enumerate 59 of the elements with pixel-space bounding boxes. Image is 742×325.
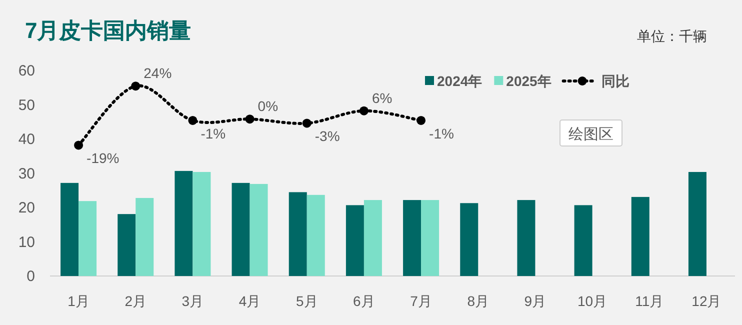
x-tick-label: 2月 bbox=[124, 293, 147, 309]
y-tick-label: 20 bbox=[18, 200, 35, 217]
point bbox=[131, 82, 140, 91]
x-tick-label: 3月 bbox=[182, 293, 204, 309]
data-label: 6% bbox=[372, 90, 392, 106]
point bbox=[359, 106, 368, 116]
bar bbox=[364, 200, 382, 276]
legend-label: 2024年 bbox=[437, 73, 482, 89]
bar bbox=[688, 172, 706, 276]
y-tick-label: 40 bbox=[18, 131, 35, 148]
bar bbox=[232, 182, 250, 276]
point bbox=[188, 116, 198, 125]
x-tick-label: 5月 bbox=[296, 293, 318, 309]
y-tick-label: 30 bbox=[18, 165, 35, 182]
x-tick-label: 10月 bbox=[578, 293, 608, 309]
bar bbox=[174, 170, 193, 276]
bar bbox=[136, 198, 154, 276]
x-tick-label: 1月 bbox=[68, 293, 90, 309]
bar bbox=[192, 172, 211, 276]
annotation: 绘图区 bbox=[568, 126, 614, 143]
x-tick-label: 9月 bbox=[524, 293, 546, 309]
annotation: 绘图区 bbox=[560, 120, 622, 146]
bar bbox=[250, 184, 268, 276]
x-tick-label: 4月 bbox=[238, 293, 261, 309]
data-label: -19% bbox=[86, 150, 120, 166]
y-tick-label: 10 bbox=[18, 234, 35, 251]
legend-label: 同比 bbox=[601, 73, 630, 89]
y-tick-label: 50 bbox=[18, 96, 35, 114]
point bbox=[416, 116, 426, 125]
chart-title: 7月皮卡国内销量 bbox=[25, 18, 192, 43]
x-tick-label: 8月 bbox=[467, 293, 490, 309]
point bbox=[302, 118, 312, 128]
x-tick-label: 12月 bbox=[692, 293, 722, 309]
bar bbox=[517, 200, 536, 276]
data-label: 24% bbox=[144, 65, 172, 82]
y-tick-label: 60 bbox=[18, 62, 35, 80]
y-tick-label: 0 bbox=[26, 268, 35, 285]
legend-label: 2025年 bbox=[506, 73, 552, 89]
bar bbox=[288, 192, 307, 276]
x-tick-label: 11月 bbox=[635, 293, 664, 309]
data-label: -1% bbox=[200, 125, 226, 142]
bar bbox=[403, 200, 422, 276]
bar bbox=[118, 214, 136, 276]
bar bbox=[78, 201, 97, 276]
x-tick-label: 7月 bbox=[410, 293, 432, 309]
bar bbox=[574, 205, 592, 276]
bar bbox=[346, 205, 364, 276]
x-tick-label: 6月 bbox=[353, 293, 375, 309]
point bbox=[245, 114, 254, 124]
chart-subtitle: 单位：千辆 bbox=[637, 28, 707, 44]
bar bbox=[306, 194, 325, 276]
data-label: 0% bbox=[258, 98, 278, 114]
bar bbox=[631, 196, 650, 276]
data-label: -1% bbox=[429, 125, 454, 142]
bar bbox=[421, 200, 440, 276]
data-label: -3% bbox=[314, 128, 340, 144]
point bbox=[74, 140, 84, 150]
bar bbox=[60, 182, 79, 276]
bar bbox=[460, 203, 478, 276]
